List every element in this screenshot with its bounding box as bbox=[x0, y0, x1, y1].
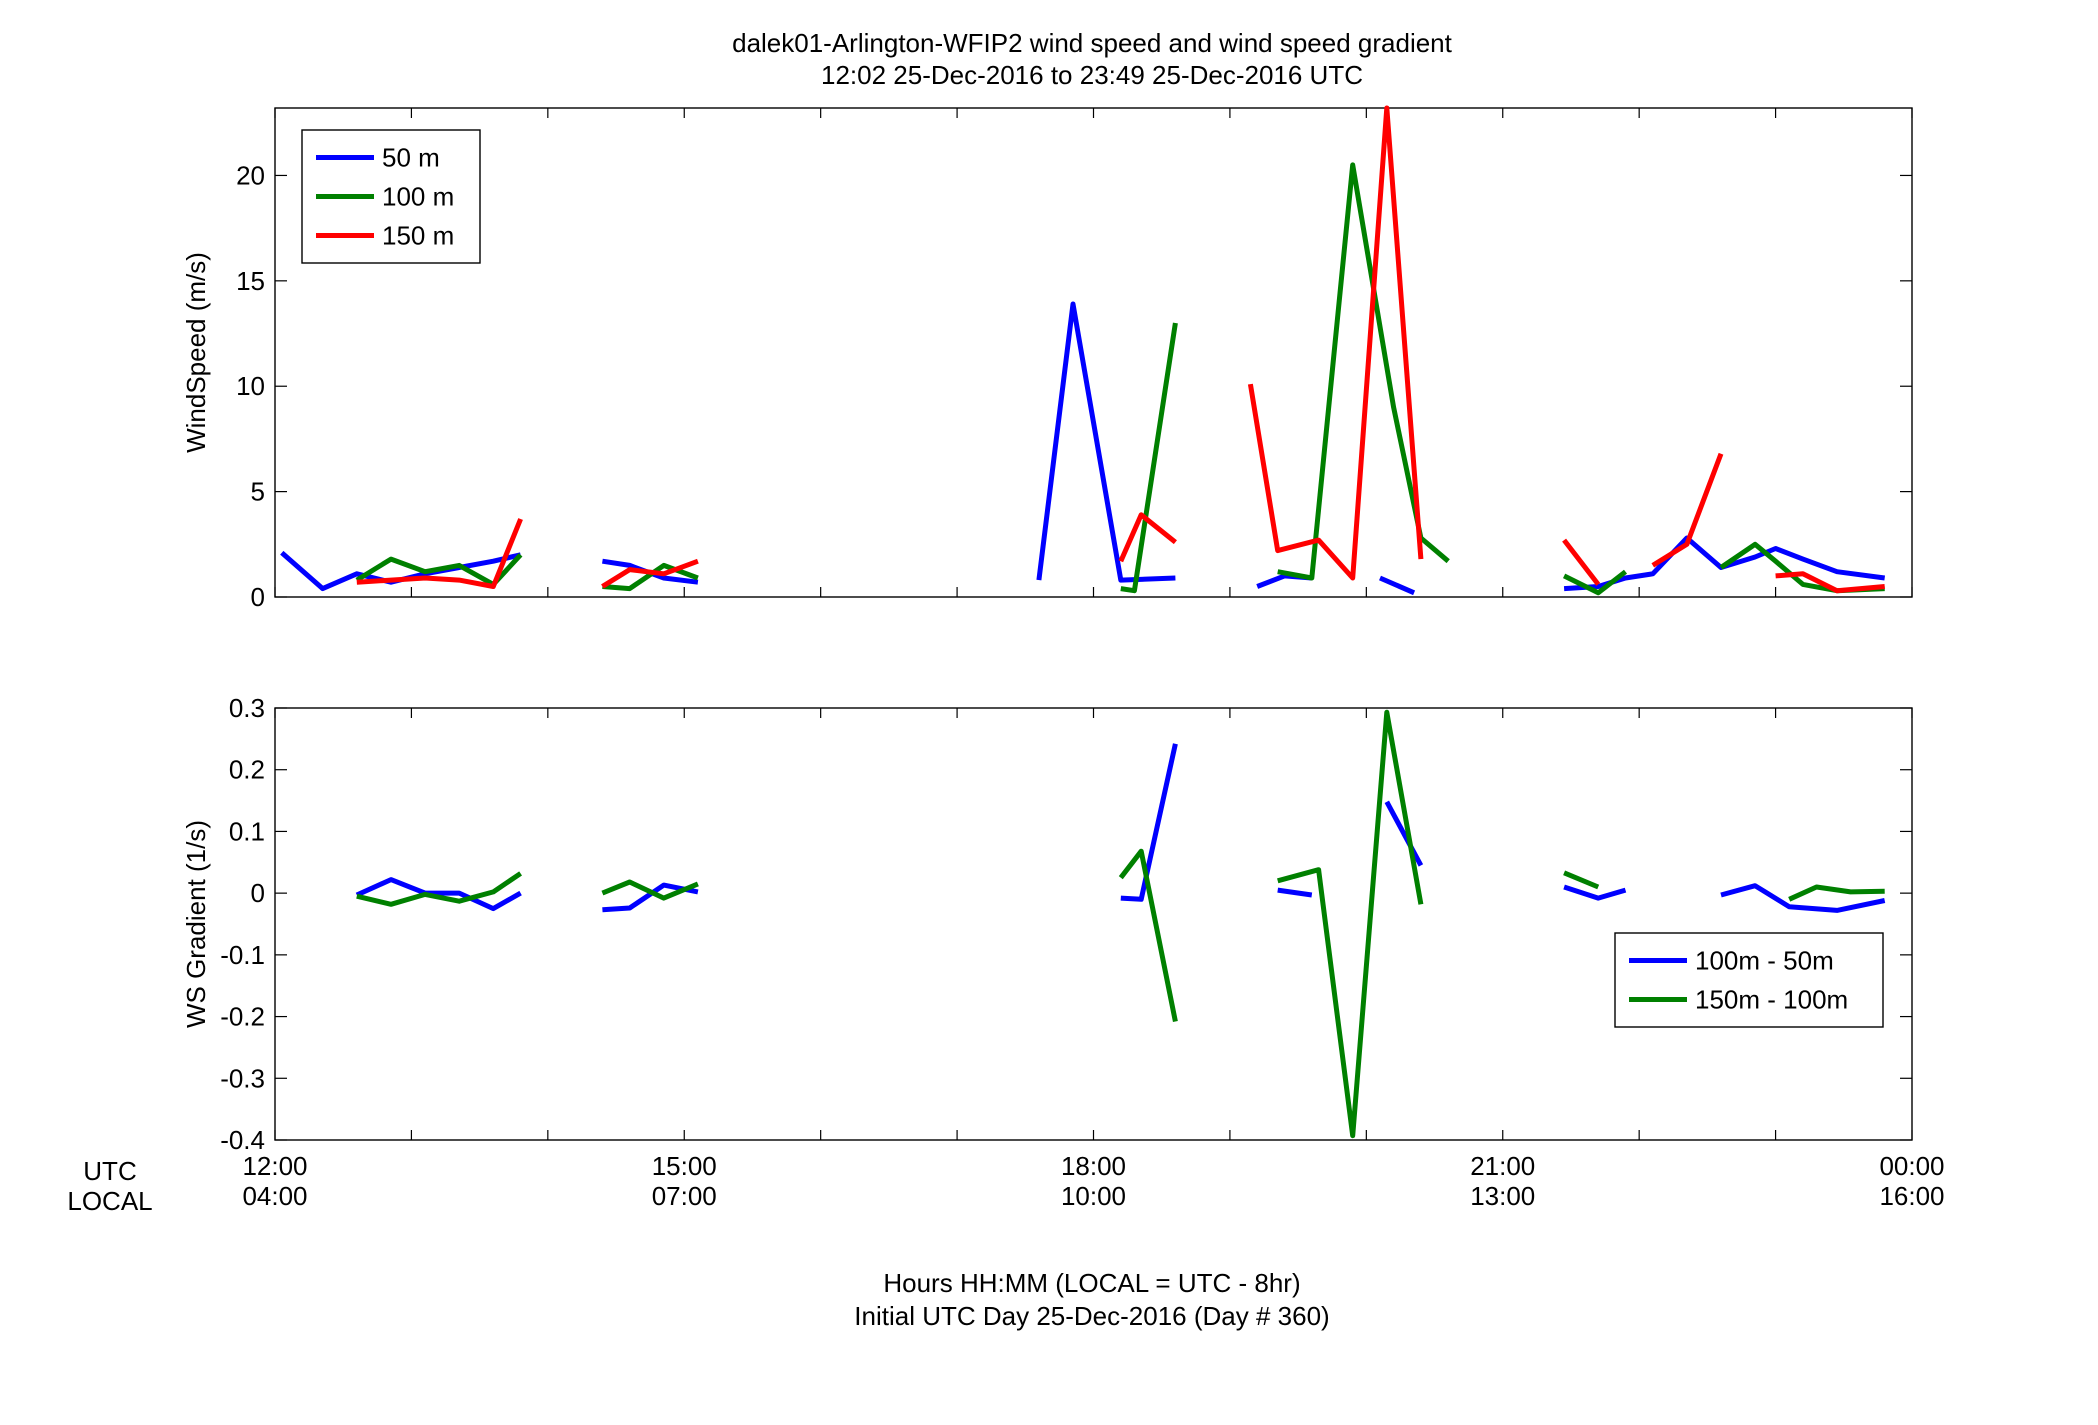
x-tick-label-utc: 15:00 bbox=[652, 1151, 717, 1181]
windspeed-legend-label-100-m: 100 m bbox=[382, 182, 454, 212]
x-tick-label-utc: 21:00 bbox=[1470, 1151, 1535, 1181]
gradient-series-100m-50m bbox=[1720, 883, 1886, 913]
x-tick-label-local: 13:00 bbox=[1470, 1181, 1535, 1211]
gradient-series-100m-50m bbox=[1120, 743, 1178, 902]
windspeed-series-100-m bbox=[1120, 322, 1178, 594]
windspeed-series-150-m bbox=[1775, 571, 1885, 594]
utc-row-label: UTC bbox=[83, 1156, 136, 1186]
x-axis-label-line2: Initial UTC Day 25-Dec-2016 (Day # 360) bbox=[854, 1301, 1329, 1331]
gradient-series-150m-100m bbox=[1277, 709, 1424, 1139]
windspeed-legend-label-50-m: 50 m bbox=[382, 143, 440, 173]
gradient-y-axis-label: WS Gradient (1/s) bbox=[181, 820, 211, 1028]
gradient-series-100m-50m bbox=[355, 877, 522, 912]
gradient-y-tick-label: -0.3 bbox=[220, 1063, 265, 1093]
windspeed-y-axis-label: WindSpeed (m/s) bbox=[181, 252, 211, 453]
windspeed-y-tick-label: 0 bbox=[251, 582, 265, 612]
local-row-label: LOCAL bbox=[67, 1186, 152, 1216]
windspeed-series-150-m bbox=[1651, 452, 1724, 568]
gradient-y-tick-label: 0.1 bbox=[229, 816, 265, 846]
gradient-series-150m-100m bbox=[356, 871, 523, 907]
gradient-y-tick-label: -0.2 bbox=[220, 1002, 265, 1032]
x-tick-label-utc: 00:00 bbox=[1879, 1151, 1944, 1181]
windspeed-series-50-m bbox=[1379, 575, 1416, 596]
x-tick-label-local: 04:00 bbox=[242, 1181, 307, 1211]
gradient-y-tick-label: 0 bbox=[251, 878, 265, 908]
windspeed-legend-label-150-m: 150 m bbox=[382, 221, 454, 251]
gradient-series-150m-100m bbox=[1118, 848, 1178, 1022]
figure-title-line2: 12:02 25-Dec-2016 to 23:49 25-Dec-2016 U… bbox=[821, 60, 1363, 90]
x-tick-label-utc: 12:00 bbox=[242, 1151, 307, 1181]
windspeed-y-tick-label: 20 bbox=[236, 160, 265, 190]
gradient-legend-label-100m-50m: 100m - 50m bbox=[1695, 946, 1834, 976]
windspeed-series-150-m bbox=[356, 518, 523, 589]
x-tick-label-local: 16:00 bbox=[1879, 1181, 1944, 1211]
gradient-y-tick-label: -0.1 bbox=[220, 940, 265, 970]
windspeed-series-100-m bbox=[1562, 569, 1628, 596]
windspeed-y-tick-label: 15 bbox=[236, 266, 265, 296]
x-tick-label-utc: 18:00 bbox=[1061, 1151, 1126, 1181]
gradient-plot-area bbox=[274, 707, 1913, 1141]
windspeed-y-tick-label: 10 bbox=[236, 371, 265, 401]
windspeed-legend: 50 m 100 m 150 m bbox=[301, 129, 481, 264]
gradient-series-100m-50m bbox=[1277, 887, 1313, 898]
x-tick-label-local: 10:00 bbox=[1061, 1181, 1126, 1211]
gradient-series-150m-100m bbox=[601, 879, 699, 901]
gradient-legend-label-150m-100m: 150m - 100m bbox=[1695, 985, 1848, 1015]
windspeed-plot-area bbox=[274, 107, 1913, 598]
windspeed-series-150-m bbox=[1562, 538, 1601, 586]
windspeed-series-150-m bbox=[601, 558, 699, 589]
gradient-legend: 100m - 50m 150m - 100m bbox=[1614, 932, 1884, 1028]
x-tick-label-local: 07:00 bbox=[652, 1181, 717, 1211]
windspeed-series-50-m bbox=[1036, 301, 1176, 583]
gradient-y-tick-label: 0.2 bbox=[229, 755, 265, 785]
gradient-y-tick-label: -0.4 bbox=[220, 1125, 265, 1155]
x-axis-label-line1: Hours HH:MM (LOCAL = UTC - 8hr) bbox=[883, 1268, 1300, 1298]
windspeed-series-150-m bbox=[1247, 105, 1424, 581]
windspeed-series-100-m bbox=[602, 562, 699, 592]
figure-title-line1: dalek01-Arlington-WFIP2 wind speed and w… bbox=[732, 28, 1453, 58]
windspeed-panel: 0 5 10 15 20 WindSpeed (m/s) 50 m 100 m 150 m bbox=[181, 105, 1913, 612]
gradient-panel: -0.4 -0.3 -0.2 -0.1 0 0.1 0.2 0.3 WS Gradient (1… bbox=[181, 693, 1913, 1155]
gradient-series-100m-50m bbox=[1384, 800, 1424, 867]
gradient-legend-box bbox=[1614, 932, 1884, 1028]
gradient-series-150m-100m bbox=[1788, 884, 1885, 902]
gradient-series-100m-50m bbox=[1563, 884, 1627, 901]
gradient-y-tick-label: 0.3 bbox=[229, 693, 265, 723]
windspeed-series-150-m bbox=[1118, 512, 1177, 563]
windspeed-y-tick-label: 5 bbox=[251, 477, 265, 507]
gradient-series-150m-100m bbox=[1563, 870, 1600, 890]
